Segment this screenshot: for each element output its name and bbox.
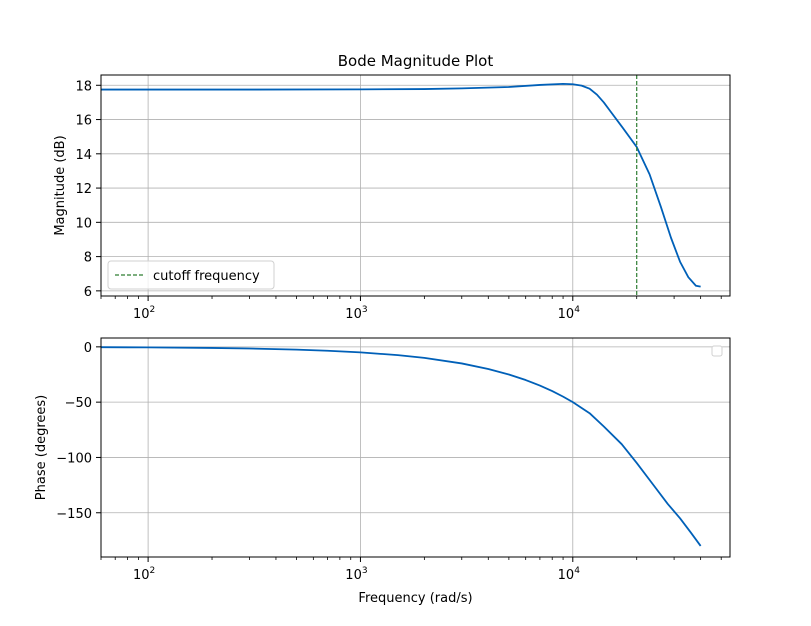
magnitude-panel: 102 103 104 6 8 10 12 14 16 18 Bode Magnitude Plot… [53, 52, 731, 322]
x-minor-ticks [100, 557, 722, 560]
x-tick-exponent: 4 [574, 305, 580, 315]
grid [101, 338, 730, 557]
x-minor-ticks [100, 296, 722, 299]
x-tick-label: 102 [133, 305, 155, 322]
x-tick-exponent: 3 [362, 305, 368, 315]
x-tick-label: 103 [345, 566, 367, 583]
data-series-line [101, 83, 701, 288]
grid [101, 75, 730, 296]
y-tick-label: 18 [75, 79, 92, 94]
x-tick-label: 104 [558, 305, 581, 322]
axes-frame [100, 74, 731, 297]
x-tick-label: 104 [558, 566, 581, 583]
x-tick-exponent: 4 [574, 566, 580, 576]
empty-legend-box [711, 345, 723, 357]
x-tick-exponent: 2 [150, 566, 156, 576]
y-tick-label: 10 [75, 216, 92, 231]
chart-title: Bode Magnitude Plot [338, 52, 494, 70]
y-tick-label: 12 [75, 182, 92, 197]
y-tick-label: −100 [56, 451, 92, 466]
x-tick-label: 102 [133, 566, 155, 583]
x-tick-label: 103 [345, 305, 367, 322]
legend-label: cutoff frequency [153, 269, 260, 284]
y-axis-label: Phase (degrees) [34, 395, 49, 500]
y-tick-label: 6 [84, 285, 92, 300]
axes-frame [100, 337, 731, 558]
y-axis-label: Magnitude (dB) [53, 135, 68, 235]
y-tick-label: 14 [75, 148, 92, 163]
y-tick-label: 8 [84, 251, 92, 266]
data-series-line [100, 346, 702, 547]
legend: cutoff frequency [107, 260, 275, 290]
phase-panel: 102 103 104 0 −50 −100 −150 Frequency (rad/s) Ph… [34, 337, 731, 606]
y-tick-label: 0 [84, 341, 92, 356]
legend-box [107, 260, 275, 290]
x-tick-exponent: 3 [362, 566, 368, 576]
y-tick-label: −50 [65, 396, 92, 411]
y-tick-label: 16 [75, 114, 92, 129]
x-axis-label: Frequency (rad/s) [358, 591, 472, 606]
x-tick-exponent: 2 [150, 305, 156, 315]
y-tick-label: −150 [56, 507, 92, 522]
